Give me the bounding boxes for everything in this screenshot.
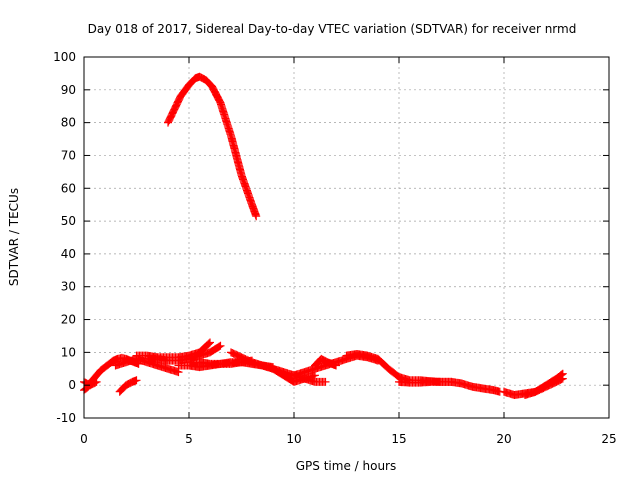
chart-title: Day 018 of 2017, Sidereal Day-to-day VTE…: [88, 22, 577, 36]
x-tick-label: 15: [391, 432, 406, 446]
y-tick-label: 0: [68, 378, 76, 392]
data-point-markers: [311, 354, 340, 370]
y-tick-label: 20: [61, 313, 76, 327]
y-tick-label: 80: [61, 116, 76, 130]
x-tick-label: 0: [80, 432, 88, 446]
plot-frame: [83, 56, 610, 419]
data-point-markers: [342, 350, 504, 396]
y-tick-label: -10: [56, 411, 76, 425]
y-tick-label: 10: [61, 345, 76, 359]
axis-ticks: -10 0 10 20 30 40 50 60 70 80 90 100 0 5 10 15 20 25: [53, 50, 617, 446]
series-arc-7: [164, 72, 261, 221]
y-tick-label: 100: [53, 50, 76, 64]
y-tick-label: 90: [61, 83, 76, 97]
x-tick-label: 25: [601, 432, 616, 446]
series-arc-15: [342, 350, 504, 396]
data-point-markers: [115, 376, 141, 396]
y-tick-label: 70: [61, 148, 76, 162]
series-arc-16: [395, 377, 456, 387]
data-point-markers: [164, 72, 261, 221]
x-tick-label: 20: [496, 432, 511, 446]
data-point-markers: [395, 377, 456, 387]
y-tick-label: 30: [61, 280, 76, 294]
y-tick-label: 40: [61, 247, 76, 261]
x-tick-label: 5: [185, 432, 193, 446]
data-points: [80, 72, 567, 399]
x-axis-label: GPS time / hours: [296, 459, 397, 473]
y-axis-label: SDTVAR / TECUs: [7, 188, 21, 286]
series-arc-3: [115, 376, 141, 396]
series-arc-18: [521, 369, 567, 399]
y-tick-label: 60: [61, 181, 76, 195]
series-arc-14: [311, 354, 340, 370]
x-tick-label: 10: [286, 432, 301, 446]
data-point-markers: [521, 369, 567, 399]
y-tick-label: 50: [61, 214, 76, 228]
